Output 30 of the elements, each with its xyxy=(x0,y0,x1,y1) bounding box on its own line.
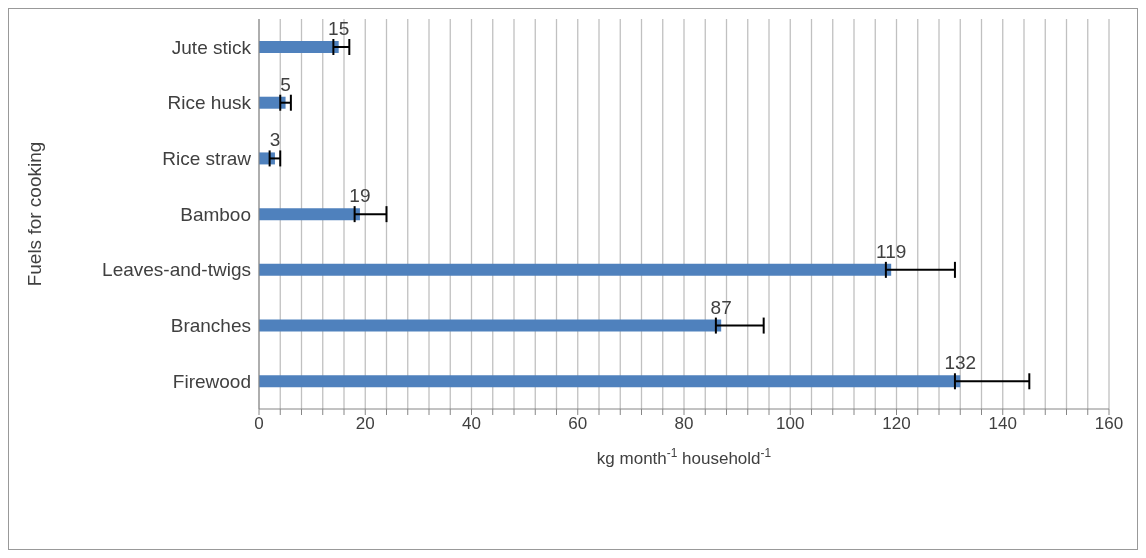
x-tick-label: 40 xyxy=(462,414,481,434)
data-label: 15 xyxy=(328,18,350,39)
data-label: 3 xyxy=(269,129,281,151)
y-axis-title: Fuels for cooking xyxy=(24,141,45,287)
x-tick-label: 60 xyxy=(568,414,588,434)
x-tick-label: 160 xyxy=(1094,414,1124,434)
y-tick-label: Bamboo xyxy=(180,203,251,225)
x-tick-label: 80 xyxy=(674,414,694,434)
y-tick-label: Leaves-and-twigs xyxy=(102,259,251,281)
data-label: 132 xyxy=(944,352,977,374)
bar xyxy=(259,375,961,388)
y-tick-label: Branches xyxy=(170,315,251,337)
bar xyxy=(259,208,360,221)
y-tick-label: Firewood xyxy=(172,370,251,392)
x-tick-label: 20 xyxy=(355,414,375,434)
x-axis-title: kg month$^{-1}$ household$^{-1}$ xyxy=(596,446,772,468)
data-label: 119 xyxy=(876,240,907,262)
y-tick-label: Rice husk xyxy=(167,92,252,114)
bar xyxy=(259,319,722,332)
y-tick-label: Jute stick xyxy=(171,36,252,58)
data-label: 5 xyxy=(280,73,291,95)
x-tick-label: 120 xyxy=(882,414,911,434)
data-label: 19 xyxy=(349,185,371,207)
x-tick-label: 100 xyxy=(776,414,805,434)
x-tick-label: 140 xyxy=(988,414,1017,434)
x-tick-label: 0 xyxy=(254,414,264,434)
bar xyxy=(259,41,339,53)
bar xyxy=(259,263,892,276)
data-label: 87 xyxy=(710,296,732,318)
y-tick-label: Rice straw xyxy=(162,148,252,170)
